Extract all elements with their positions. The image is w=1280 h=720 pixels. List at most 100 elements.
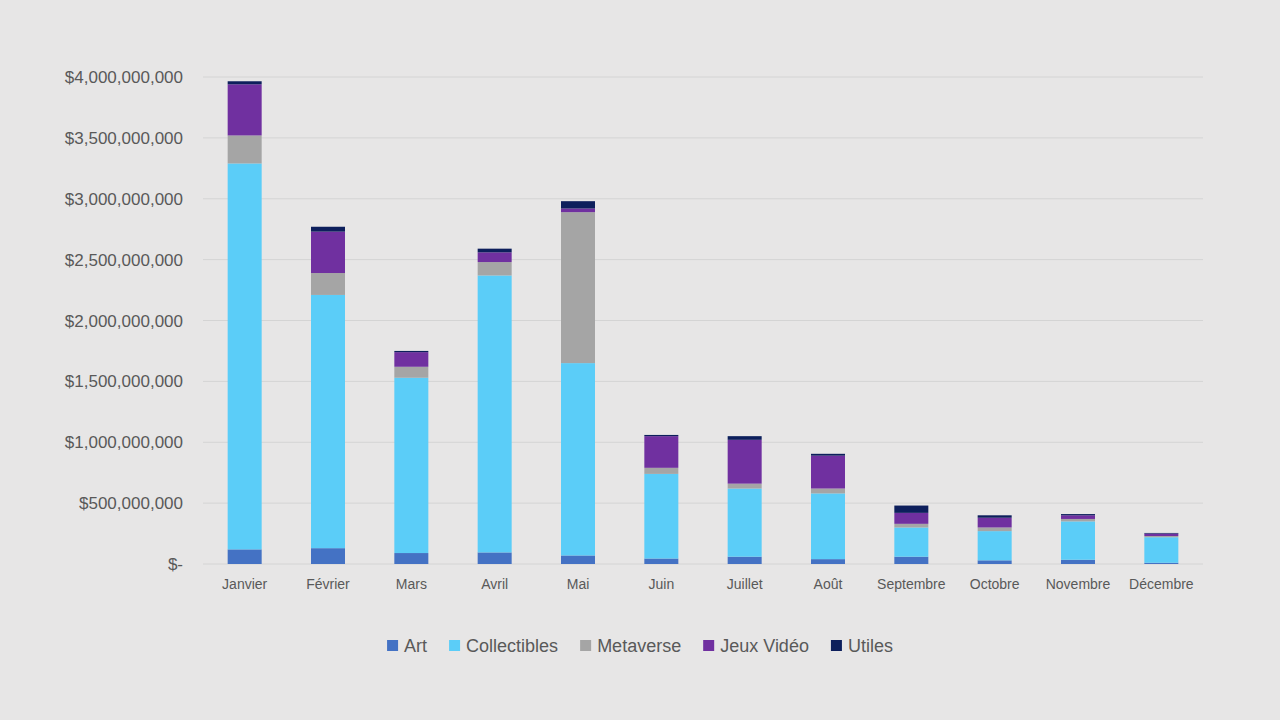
grid-line	[203, 442, 1203, 443]
bar-segment	[228, 549, 262, 564]
bar-segment	[394, 352, 428, 367]
x-tick-label: Mars	[396, 576, 427, 592]
x-tick-label: Novembre	[1046, 576, 1111, 592]
legend: Art Collectibles Metaverse Jeux Vidéo Utiles	[387, 636, 893, 656]
bar-segment	[644, 474, 678, 559]
bar-segment	[1061, 560, 1095, 564]
y-tick-label: $3,500,000,000	[65, 129, 183, 148]
bar-segment	[311, 273, 345, 295]
bar-segment	[561, 201, 595, 208]
bar-segment	[228, 135, 262, 163]
legend-swatch	[831, 640, 842, 651]
bar-segment	[978, 515, 1012, 517]
bar-segment	[394, 553, 428, 564]
bar-segment	[228, 84, 262, 135]
bar-segment	[311, 548, 345, 564]
legend-label: Utiles	[848, 636, 893, 656]
grid-line	[203, 259, 1203, 260]
bar-segment	[644, 559, 678, 564]
bar-segment	[1061, 521, 1095, 559]
bar-segment	[311, 232, 345, 273]
bar-segment	[311, 227, 345, 232]
bar-segment	[1144, 534, 1178, 536]
bar-segment	[1061, 514, 1095, 515]
y-tick-label: $500,000,000	[79, 494, 183, 513]
bar-segment	[228, 163, 262, 549]
legend-label: Art	[404, 636, 427, 656]
bar-segment	[1144, 532, 1178, 534]
bar-segment	[728, 436, 762, 440]
y-tick-label: $2,500,000,000	[65, 251, 183, 270]
bar-segment	[228, 81, 262, 84]
bar-segment	[811, 559, 845, 564]
legend-swatch	[449, 640, 460, 651]
grid-line	[203, 137, 1203, 138]
x-tick-label: Octobre	[970, 576, 1020, 592]
legend-label: Jeux Vidéo	[720, 636, 809, 656]
grid-line	[203, 320, 1203, 321]
bar-segment	[978, 527, 1012, 531]
bar-segment	[478, 262, 512, 275]
bar-segment	[894, 557, 928, 564]
legend-swatch	[703, 640, 714, 651]
bar-segment	[728, 440, 762, 484]
legend-swatch	[387, 640, 398, 651]
grid-line	[203, 564, 1203, 565]
legend-label: Metaverse	[597, 636, 681, 656]
x-tick-label: Mai	[567, 576, 590, 592]
bar-segment	[978, 518, 1012, 528]
bar-segment	[394, 378, 428, 553]
bar-segment	[561, 363, 595, 555]
bar-segment	[644, 435, 678, 436]
chart: $-$500,000,000$1,000,000,000$1,500,000,0…	[0, 0, 1280, 720]
bar-segment	[811, 489, 845, 494]
bar-segment	[728, 484, 762, 489]
bar-segment	[561, 208, 595, 212]
bar-segment	[894, 527, 928, 556]
x-tick-label: Septembre	[877, 576, 946, 592]
legend-label: Collectibles	[466, 636, 558, 656]
bar-segment	[478, 275, 512, 552]
x-tick-label: Janvier	[222, 576, 267, 592]
bar-segment	[811, 456, 845, 489]
bar-segment	[1061, 515, 1095, 519]
bar-segment	[394, 367, 428, 378]
bar-segment	[1061, 519, 1095, 521]
bar-segment	[894, 506, 928, 513]
grid-line	[203, 381, 1203, 382]
bar-segment	[811, 454, 845, 456]
bar-segment	[894, 513, 928, 524]
bar-segment	[561, 555, 595, 564]
bar-segment	[561, 212, 595, 363]
y-tick-label: $1,000,000,000	[65, 433, 183, 452]
y-tick-label: $3,000,000,000	[65, 190, 183, 209]
bars	[228, 81, 1179, 564]
x-tick-label: Juillet	[727, 576, 763, 592]
grid-line	[203, 77, 1203, 78]
background	[0, 0, 1280, 720]
grid	[203, 77, 1203, 564]
bar-segment	[894, 524, 928, 528]
bar-segment	[478, 552, 512, 564]
x-tick-label: Avril	[481, 576, 508, 592]
x-tick-label: Juin	[648, 576, 674, 592]
x-tick-label: Février	[306, 576, 350, 592]
bar-segment	[728, 557, 762, 564]
bar-segment	[478, 252, 512, 262]
bar-segment	[1144, 536, 1178, 537]
bar-segment	[978, 560, 1012, 564]
y-tick-label: $1,500,000,000	[65, 372, 183, 391]
bar-segment	[811, 493, 845, 559]
y-tick-label: $4,000,000,000	[65, 68, 183, 87]
grid-line	[203, 503, 1203, 504]
bar-segment	[1144, 537, 1178, 563]
y-tick-label: $2,000,000,000	[65, 312, 183, 331]
grid-line	[203, 198, 1203, 199]
bar-segment	[478, 249, 512, 253]
bar-segment	[394, 351, 428, 352]
bar-segment	[311, 295, 345, 548]
bar-segment	[644, 436, 678, 468]
x-tick-label: Décembre	[1129, 576, 1194, 592]
legend-swatch	[580, 640, 591, 651]
x-tick-label: Août	[814, 576, 843, 592]
